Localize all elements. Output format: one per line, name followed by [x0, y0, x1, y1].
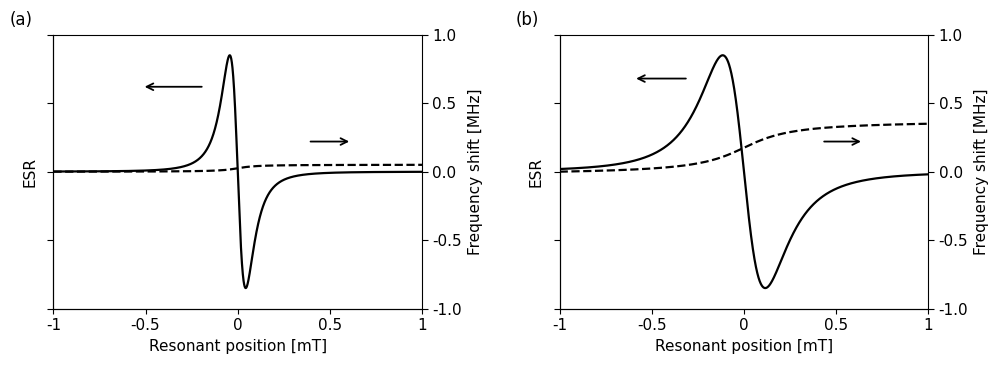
X-axis label: Resonant position [mT]: Resonant position [mT] [149, 339, 327, 354]
X-axis label: Resonant position [mT]: Resonant position [mT] [655, 339, 833, 354]
Y-axis label: ESR: ESR [22, 157, 37, 187]
Y-axis label: Frequency shift [MHz]: Frequency shift [MHz] [468, 88, 483, 255]
Text: (b): (b) [515, 11, 539, 29]
Y-axis label: Frequency shift [MHz]: Frequency shift [MHz] [974, 88, 989, 255]
Y-axis label: ESR: ESR [529, 157, 544, 187]
Text: (a): (a) [9, 11, 32, 29]
